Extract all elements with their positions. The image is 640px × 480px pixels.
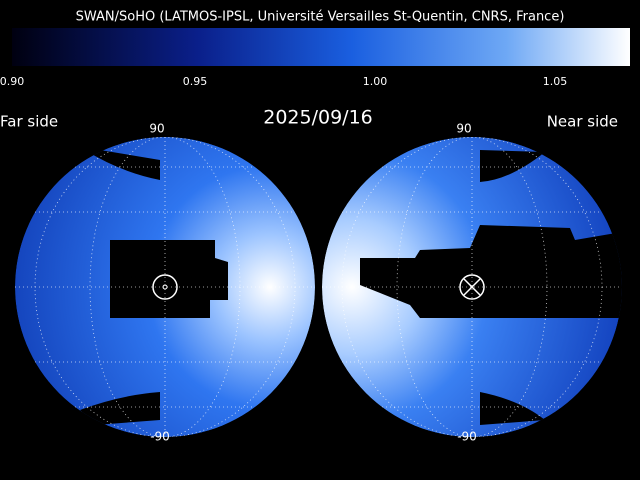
far-side-label: Far side xyxy=(0,113,58,131)
colorbar-tick: 0.90 xyxy=(0,75,24,88)
earth-marker xyxy=(459,274,485,300)
colorbar-tick: 0.95 xyxy=(183,75,208,88)
colorbar-tick: 1.05 xyxy=(543,75,568,88)
pole-label: 90 xyxy=(149,122,164,136)
colorbar-tick: 1.00 xyxy=(363,75,388,88)
far-side-hemisphere xyxy=(15,137,315,437)
near-side-label: Near side xyxy=(547,113,618,131)
pole-label: -90 xyxy=(150,430,170,444)
date: 2025/09/16 xyxy=(263,107,373,129)
colorbar xyxy=(12,28,630,66)
title: SWAN/SoHO (LATMOS-IPSL, Université Versa… xyxy=(76,10,565,25)
pole-label: -90 xyxy=(457,430,477,444)
sun-marker xyxy=(152,274,178,300)
pole-label: 90 xyxy=(456,122,471,136)
sun-marker-dot xyxy=(162,284,168,290)
